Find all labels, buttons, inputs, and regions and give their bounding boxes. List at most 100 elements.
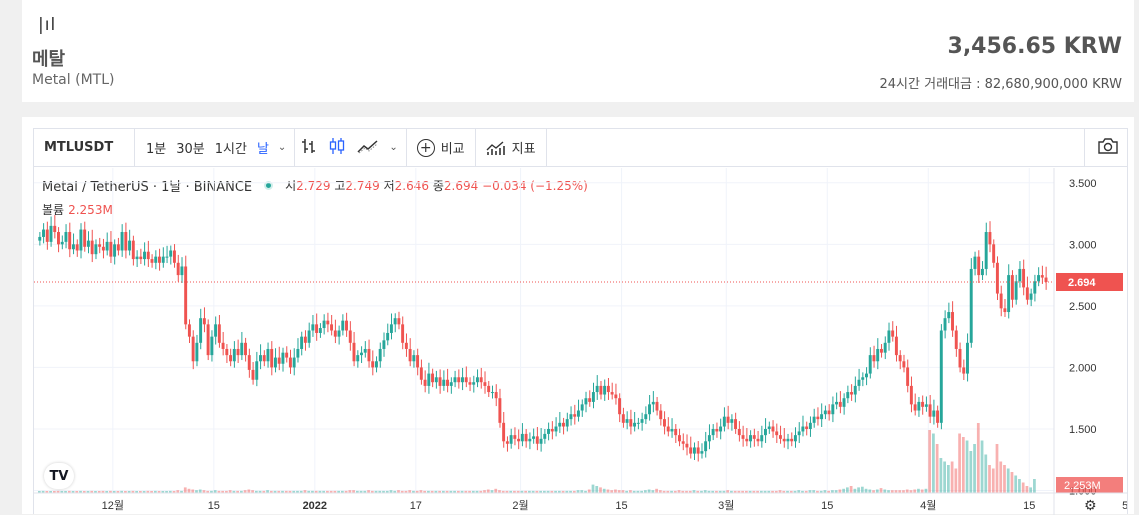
volume-bar [94, 491, 97, 493]
volume-bar [427, 490, 430, 493]
volume-bar [232, 490, 236, 493]
volume-bar [980, 440, 984, 493]
legend-title[interactable]: Metal / TetherUS · 1날 · BINANCE [42, 180, 253, 195]
compare-button[interactable]: + 비교 [407, 138, 475, 157]
volume-bar [898, 490, 902, 493]
candle-body [101, 246, 105, 251]
candle-body [917, 401, 921, 411]
candle-body [532, 436, 536, 439]
volume-bar [127, 491, 131, 493]
open-label: 시 [285, 179, 297, 193]
volume-bar [991, 468, 995, 493]
candle-body [868, 355, 872, 374]
volume-bar [644, 490, 647, 493]
volume-bar [404, 490, 408, 493]
volume-bar [277, 490, 281, 493]
bar-style-icon[interactable] [295, 137, 323, 159]
candle-body [412, 355, 416, 362]
volume-bar [82, 491, 86, 493]
candle-body [524, 433, 528, 442]
volume-bar [176, 490, 180, 493]
volume-bar [621, 490, 625, 493]
volume-bar [950, 461, 954, 493]
volume-bar [374, 490, 378, 493]
volume-bar [464, 490, 468, 493]
symbol-search[interactable]: MTLUSDT [44, 140, 114, 155]
volume-bar [688, 490, 692, 493]
candle-body [292, 357, 296, 368]
chart-style-chevron-down-icon[interactable]: ⌄ [389, 142, 398, 153]
volume-bar [318, 490, 322, 493]
volume-bar [685, 490, 688, 493]
volume-bar [438, 490, 441, 493]
interval-1h[interactable]: 1시간 [214, 142, 247, 157]
volume-bar [711, 490, 715, 493]
candle-style-icon[interactable] [323, 137, 351, 159]
candle-body [730, 419, 734, 423]
volume-bar [1021, 482, 1025, 493]
candle-body [921, 401, 925, 407]
volume-bar [516, 490, 520, 493]
price-chart[interactable]: 3.5003.0002.5002.0001.5001.0002.6942.253… [34, 168, 1127, 515]
volume-bar [415, 490, 419, 493]
candle-body [831, 404, 835, 415]
volume-bar [614, 489, 617, 493]
candle-body [554, 426, 558, 432]
candle-body [461, 377, 464, 383]
volume-bar [902, 490, 905, 493]
camera-icon[interactable] [1097, 137, 1119, 159]
volume-bar [367, 490, 370, 493]
volume-bar [254, 490, 258, 493]
tradingview-logo[interactable]: TV [44, 463, 74, 489]
candle-body [764, 428, 767, 436]
candle-body [172, 250, 176, 263]
interval-30m[interactable]: 30분 [176, 142, 205, 157]
volume-bar [610, 490, 614, 493]
volume-bar [1003, 465, 1006, 493]
volume-bar [554, 490, 557, 493]
volume-bar [168, 490, 172, 493]
volume-bar [292, 490, 296, 493]
volume-bar [449, 490, 453, 493]
volume-bar [535, 490, 539, 493]
candle-body [464, 377, 468, 383]
area-style-icon[interactable] [351, 138, 385, 158]
candle-body [105, 241, 109, 251]
indicators-button[interactable]: 지표 [476, 138, 546, 157]
candle-body [633, 422, 637, 427]
volume-bar [673, 490, 677, 493]
candle-body [588, 398, 592, 402]
candle-body [599, 385, 603, 395]
time-tick-label: 12월 [102, 499, 124, 512]
settings-icon[interactable]: ⚙ [1084, 498, 1097, 514]
interval-1d[interactable]: 날 [256, 142, 269, 157]
candle-body [333, 330, 337, 337]
candle-body [756, 438, 760, 442]
volume-bar [337, 490, 340, 493]
volume-bar [572, 490, 576, 493]
candle-body [389, 324, 393, 333]
volume-bar [786, 490, 789, 493]
volume-bar [954, 468, 958, 493]
volume-bar [857, 487, 860, 493]
interval-1m[interactable]: 1분 [146, 142, 167, 157]
volume-bar [307, 490, 311, 493]
volume-bar [385, 490, 389, 493]
candle-body [262, 355, 266, 362]
candle-body [505, 441, 509, 444]
interval-chevron-down-icon[interactable]: ⌄ [277, 142, 287, 153]
candle-body [808, 422, 812, 429]
volume-bar [198, 489, 202, 493]
volume-bar [273, 490, 277, 493]
volume-bar [917, 488, 920, 493]
candle-body [558, 422, 562, 427]
candle-body [311, 324, 315, 331]
volume-bar [920, 489, 924, 493]
price-tick-label: 2.500 [1069, 301, 1097, 313]
candle-body [520, 433, 524, 442]
candle-body [977, 256, 981, 276]
volume-bar [382, 490, 385, 493]
time-tick-label: 15 [821, 500, 833, 512]
volume-bar [726, 490, 730, 493]
candle-body [195, 342, 199, 362]
